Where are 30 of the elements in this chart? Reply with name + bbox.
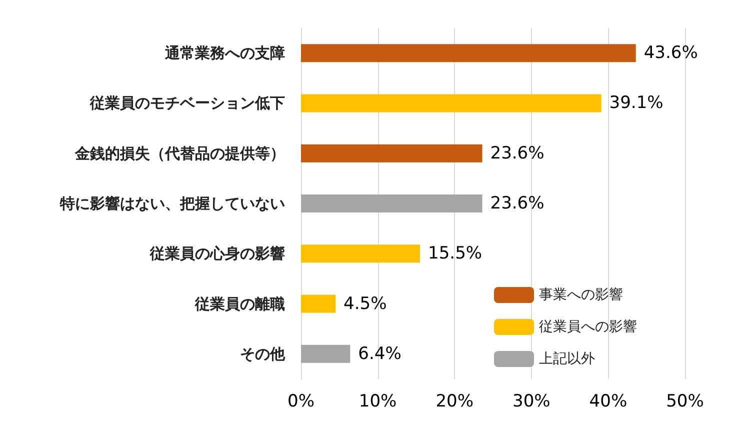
- x-tick-label: 10%: [358, 392, 397, 412]
- data-label: 15.5%: [428, 244, 482, 264]
- x-tick-label: 40%: [589, 392, 628, 412]
- y-tick-label: 通常業務への支障: [164, 44, 285, 62]
- data-label: 23.6%: [490, 143, 544, 164]
- y-tick-label: 従業員のモチベーション低下: [89, 94, 285, 112]
- data-label: 39.1%: [609, 93, 664, 114]
- data-label: 6.4%: [358, 344, 402, 364]
- y-tick-label: 特に影響はない、把握していない: [59, 194, 285, 212]
- y-tick-label: 金銭的損失（代替品の提供等）: [74, 144, 285, 162]
- x-tick-label: 0%: [288, 392, 314, 412]
- bar: [301, 194, 482, 212]
- data-label: 23.6%: [490, 194, 544, 214]
- y-tick-label: 従業員の心身の影響: [149, 244, 285, 263]
- bar: [301, 244, 420, 263]
- bar: [301, 94, 602, 112]
- legend-label: 上記以外: [539, 351, 595, 367]
- y-tick-label: 従業員の離職: [194, 294, 285, 313]
- legend-label: 事業への影響: [539, 287, 623, 303]
- data-label: 43.6%: [644, 43, 698, 64]
- data-label: 4.5%: [344, 294, 387, 314]
- bar: [301, 344, 350, 363]
- x-tick-label: 20%: [436, 392, 474, 412]
- bar: [301, 44, 636, 62]
- bar: [301, 144, 482, 162]
- x-tick-label: 30%: [512, 392, 550, 412]
- y-tick-label: その他: [240, 344, 286, 363]
- legend-label: 従業員への影響: [539, 319, 637, 335]
- x-tick-label: 50%: [666, 392, 704, 412]
- bar: [301, 294, 336, 313]
